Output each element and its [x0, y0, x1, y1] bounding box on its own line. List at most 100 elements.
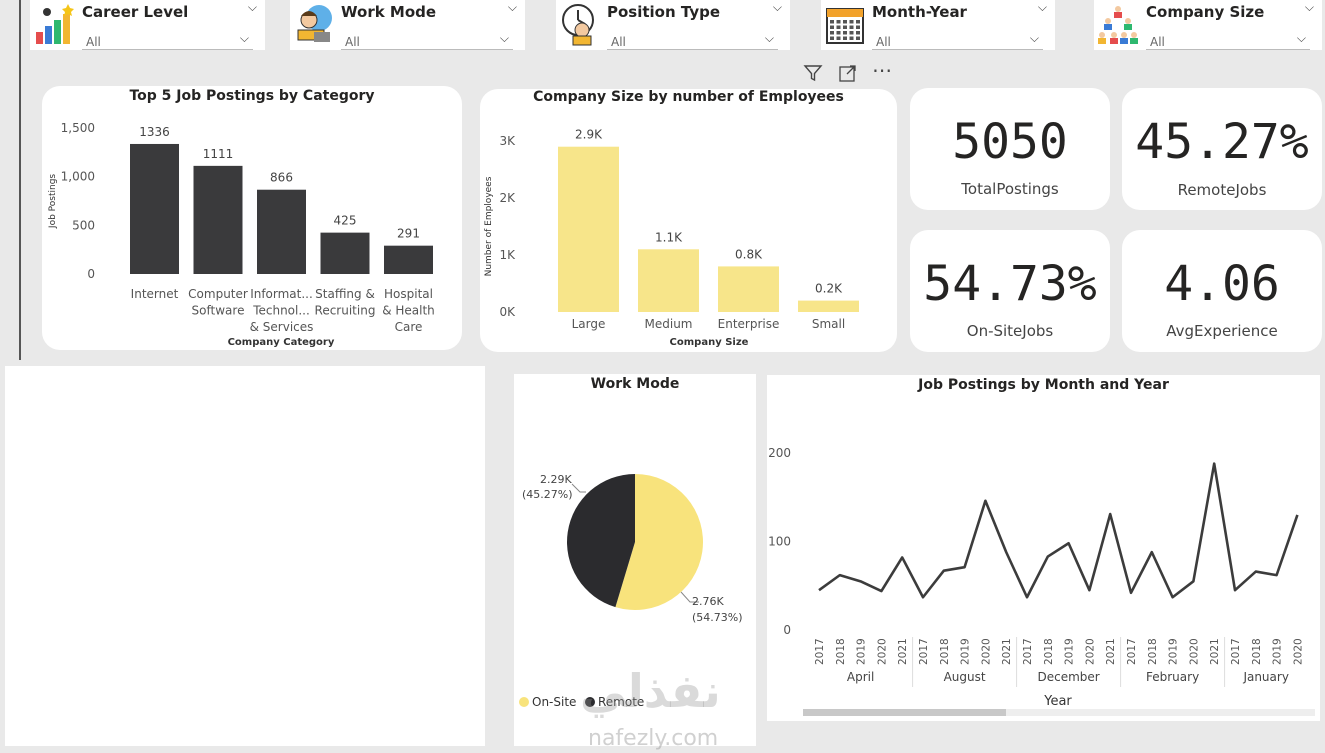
x-tick-label: 2019	[856, 638, 868, 665]
clock-worker-icon	[562, 4, 594, 46]
chevron-down-icon[interactable]: ⌵	[764, 31, 774, 45]
filter-icon[interactable]	[803, 63, 823, 83]
y-axis-title: Number of Employees	[484, 176, 494, 276]
x-axis-title: Year	[1043, 694, 1072, 709]
watermark-arabic: نفذلي	[580, 664, 721, 718]
data-label: 0.8K	[735, 247, 763, 261]
slicer-underline	[872, 49, 1043, 50]
x-tick-label: 2019	[1272, 638, 1284, 665]
x-tick-label: 2021	[1209, 638, 1221, 665]
data-label: 1111	[203, 147, 234, 161]
x-tick-label: Care	[395, 320, 423, 334]
leader-line	[680, 591, 699, 603]
y-tick-label: 200	[768, 446, 791, 460]
data-label: 866	[270, 171, 293, 185]
more-options-icon[interactable]: ⋯	[872, 58, 892, 82]
data-label: 0.2K	[815, 282, 843, 296]
chevron-down-icon[interactable]: ⌵	[772, 0, 782, 14]
chevron-down-icon[interactable]: ⌵	[1304, 0, 1314, 14]
x-axis-title: Company Category	[228, 337, 335, 348]
x-tick-label: Enterprise	[718, 317, 780, 331]
x-tick-label: 2018	[939, 638, 951, 665]
kpi-value: 5050	[952, 114, 1068, 170]
slicer-title: Company Size	[1146, 3, 1265, 21]
slicer-month-year[interactable]: Month-Year ⌵ All ⌵	[821, 0, 1055, 50]
pie-slice[interactable]	[615, 474, 703, 610]
kpi-value: 4.06	[1164, 256, 1280, 312]
x-tick-label: 2020	[876, 638, 888, 665]
slicer-dropdown-value[interactable]: All	[611, 35, 626, 49]
x-tick-label: Informat...	[250, 287, 313, 301]
legend-item: On-Site	[532, 695, 576, 709]
bar[interactable]	[257, 189, 306, 274]
bar[interactable]	[384, 245, 433, 274]
bar[interactable]	[130, 143, 179, 274]
x-tick-label: & Services	[250, 320, 314, 334]
slicer-dropdown-value[interactable]: All	[86, 35, 101, 49]
kpi-label: AvgExperience	[1166, 322, 1278, 340]
x-group-label: December	[1037, 670, 1099, 684]
x-tick-label: 2017	[1126, 638, 1138, 665]
chevron-down-icon[interactable]: ⌵	[1296, 31, 1306, 45]
slicer-position-type[interactable]: Position Type ⌵ All ⌵	[556, 0, 790, 50]
chart-title: Top 5 Job Postings by Category	[129, 88, 375, 104]
x-tick-label: Technol...	[252, 304, 310, 318]
bar[interactable]	[718, 266, 779, 312]
x-tick-label: & Health	[382, 304, 435, 318]
bar[interactable]	[798, 300, 859, 312]
leader-line	[571, 483, 586, 493]
x-group-label: February	[1146, 670, 1199, 684]
focus-mode-icon[interactable]	[838, 63, 858, 83]
x-tick-label: 2017	[918, 638, 930, 665]
company-size-bar-chart: 0K 1K 2K 3K Number of Employees 2.9K Large 1.1K…	[484, 128, 859, 348]
bar[interactable]	[638, 249, 699, 312]
slicer-work-mode[interactable]: Work Mode ⌵ All ⌵	[290, 0, 525, 50]
data-label: (54.73%)	[692, 611, 743, 624]
x-tick-label: 2017	[814, 638, 826, 665]
work-mode-pie-card: Work Mode 2.76K (54.73%) 2.29K (45.27%) On-S…	[514, 374, 756, 746]
bar[interactable]	[320, 232, 370, 274]
bar[interactable]	[558, 146, 619, 312]
data-label: 425	[334, 214, 357, 228]
kpi-label: TotalPostings	[961, 180, 1059, 198]
horizontal-scrollbar-track[interactable]	[803, 709, 1315, 716]
kpi-value: 54.73%	[923, 256, 1097, 312]
chevron-down-icon[interactable]: ⌵	[1037, 0, 1047, 14]
company-size-bar-chart-card: Company Size by number of Employees 0K 1K…	[480, 89, 897, 352]
chevron-down-icon[interactable]: ⌵	[499, 31, 509, 45]
data-label: 2.29K	[540, 473, 572, 486]
y-tick-label: 100	[768, 535, 791, 549]
x-tick-label: Internet	[131, 287, 179, 301]
slicer-dropdown-value[interactable]: All	[876, 35, 891, 49]
category-bar-chart-card: Top 5 Job Postings by Category 0 500 1,000…	[42, 86, 462, 350]
slicer-underline	[82, 49, 253, 50]
horizontal-scrollbar-thumb[interactable]	[803, 709, 1006, 716]
x-tick-label: Staffing &	[315, 287, 375, 301]
calendar-icon	[823, 2, 867, 50]
x-tick-label: Hospital	[384, 287, 433, 301]
x-group-label: January	[1242, 670, 1289, 684]
chart-title: Job Postings by Month and Year	[918, 377, 1169, 393]
team-hierarchy-icon	[1098, 6, 1138, 44]
visual-header: ⋯	[800, 58, 900, 86]
clock-worker-icon	[558, 2, 602, 50]
slicer-company-size[interactable]: Company Size ⌵ All ⌵	[1094, 0, 1322, 50]
slicer-title: Career Level	[82, 3, 189, 21]
career-ladder-icon	[36, 4, 74, 44]
kpi-card-avg-experience: 4.06 AvgExperience	[1122, 230, 1322, 352]
monthly-postings-line-chart: 0 100 200 2017 2018 2019 2020 2021 2017 2018 2019 2…	[768, 446, 1304, 709]
chart-title: Company Size by number of Employees	[533, 89, 844, 105]
chevron-down-icon[interactable]: ⌵	[1029, 31, 1039, 45]
bar[interactable]	[193, 165, 243, 274]
slicer-dropdown-value[interactable]: All	[1150, 35, 1165, 49]
chevron-down-icon[interactable]: ⌵	[247, 0, 257, 14]
monthly-postings-line-card: Job Postings by Month and Year 0 100 200 20…	[767, 375, 1320, 721]
chevron-down-icon[interactable]: ⌵	[507, 0, 517, 14]
chevron-down-icon[interactable]: ⌵	[239, 31, 249, 45]
pie-slice[interactable]	[567, 474, 635, 608]
y-tick-label: 500	[72, 218, 95, 232]
x-tick-label: 2018	[1147, 638, 1159, 665]
slicer-dropdown-value[interactable]: All	[345, 35, 360, 49]
x-tick-label: 2018	[835, 638, 847, 665]
slicer-career-level[interactable]: Career Level ⌵ All ⌵	[30, 0, 265, 50]
